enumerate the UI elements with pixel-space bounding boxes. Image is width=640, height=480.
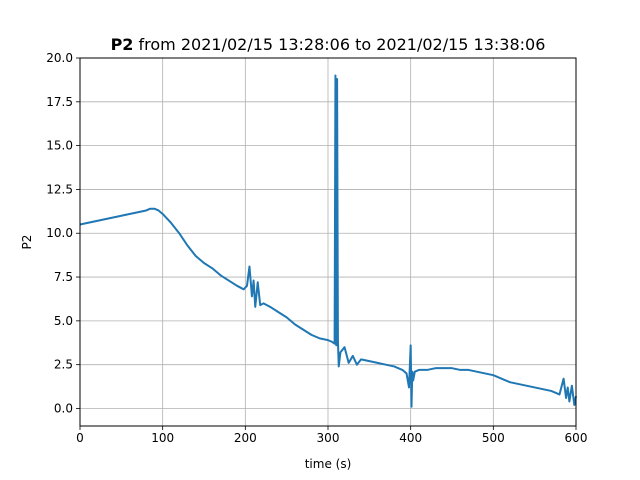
x-tick-label: 200 — [234, 431, 257, 445]
y-tick-label: 7.5 — [54, 270, 73, 284]
x-tick-label: 100 — [151, 431, 174, 445]
x-tick-label: 500 — [482, 431, 505, 445]
chart-title-rest: from 2021/02/15 13:28:06 to 2021/02/15 1… — [133, 35, 545, 54]
grid-lines — [79, 57, 577, 426]
x-tick-label: 300 — [317, 431, 340, 445]
y-tick-label: 12.5 — [46, 182, 73, 196]
y-tick-label: 17.5 — [46, 95, 73, 109]
y-tick-label: 10.0 — [46, 226, 73, 240]
y-tick-label: 0.0 — [54, 401, 73, 415]
chart-title-bold: P2 — [111, 35, 134, 54]
y-tick-label: 15.0 — [46, 139, 73, 153]
y-tick-label: 20.0 — [46, 51, 73, 65]
y-tick-label: 5.0 — [54, 314, 73, 328]
axis-ticks: 0 100 200 300 400 500 600 0.0 2.5 5.0 7.5 10.0 12.5 1… — [46, 51, 587, 445]
series-line — [79, 74, 577, 408]
plot-area — [79, 74, 577, 408]
x-tick-label: 600 — [565, 431, 588, 445]
x-axis-label: time (s) — [305, 457, 352, 471]
chart-title: P2 from 2021/02/15 13:28:06 to 2021/02/1… — [111, 35, 546, 54]
x-tick-label: 400 — [399, 431, 422, 445]
y-axis-label: P2 — [20, 235, 34, 250]
x-tick-label: 0 — [76, 431, 84, 445]
y-tick-label: 2.5 — [54, 358, 73, 372]
